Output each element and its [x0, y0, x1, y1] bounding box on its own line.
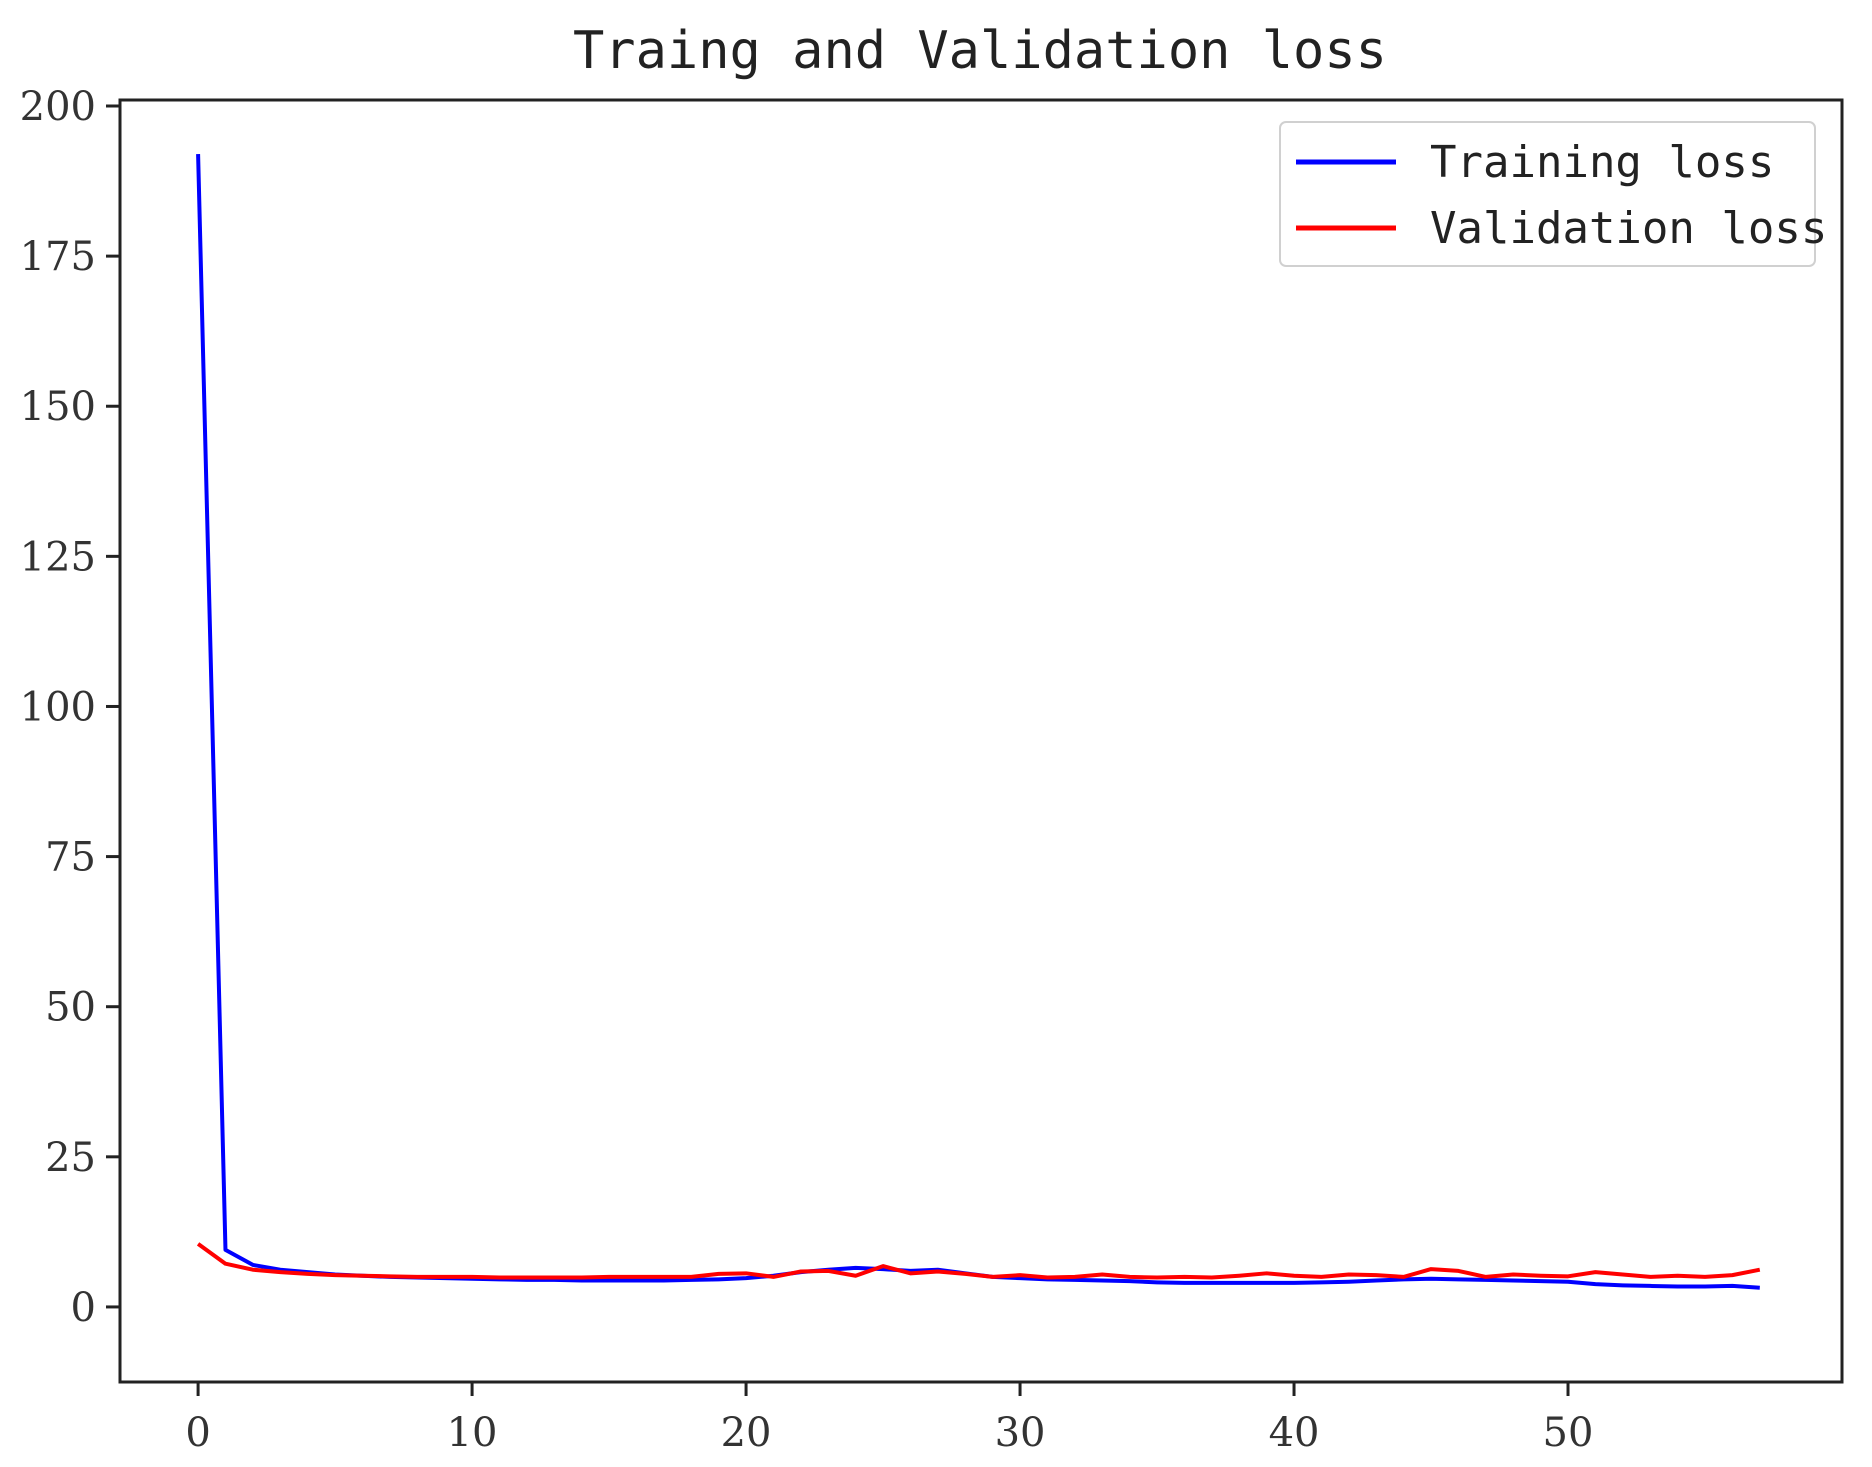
y-tick-label: 200: [20, 84, 96, 130]
y-tick-label: 100: [20, 684, 96, 730]
x-tick-label: 30: [995, 1410, 1046, 1456]
y-tick-label: 50: [45, 985, 96, 1031]
legend-box: [1279, 121, 1816, 267]
legend-label-training-loss: Training loss: [1430, 137, 1774, 188]
y-tick-label: 0: [71, 1285, 96, 1331]
y-tick-label: 25: [45, 1135, 96, 1181]
x-tick-label: 0: [185, 1410, 210, 1456]
plot-layer: [196, 153, 1761, 1290]
x-tick-label: 20: [721, 1410, 772, 1456]
y-tick-label: 75: [45, 835, 96, 881]
legend-label-validation-loss: Validation loss: [1430, 203, 1827, 254]
legend: Training loss Validation loss: [1279, 121, 1827, 267]
y-tick-label: 150: [20, 384, 96, 430]
y-tick-label: 175: [20, 234, 96, 280]
y-tick-label: 125: [20, 534, 96, 580]
x-tick-label: 50: [1543, 1410, 1594, 1456]
x-tick-label: 40: [1269, 1410, 1320, 1456]
plot-frame: [118, 98, 1844, 1384]
tick-layer: 0 25 50 75 100 125 150 175 200 0 10 20 30 40 50: [20, 84, 1594, 1456]
chart-title: Traing and Validation loss: [573, 21, 1387, 81]
x-tick-label: 10: [447, 1410, 498, 1456]
series-line-validation-loss: [196, 1242, 1761, 1280]
